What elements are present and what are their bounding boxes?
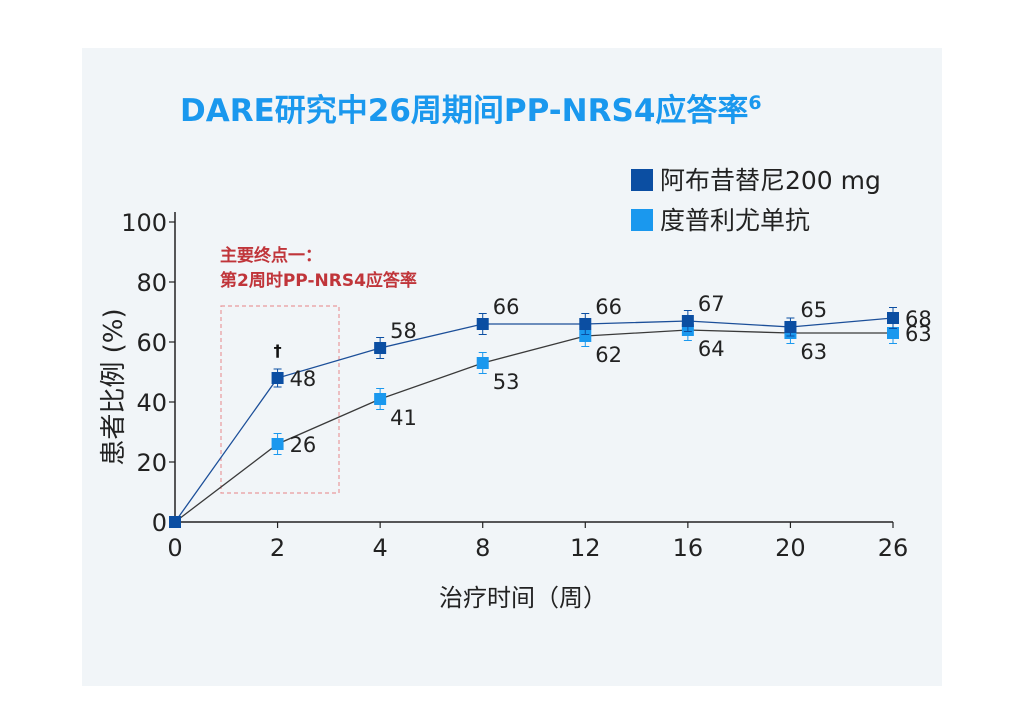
chart-panel: DARE研究中26周期间PP-NRS4应答率6 阿布昔替尼200 mg 度普利尤… <box>82 48 942 686</box>
data-point-abrocitinib <box>784 321 797 333</box>
dagger-marker: † <box>274 341 282 360</box>
y-tick-label: 20 <box>136 449 167 477</box>
data-label-abrocitinib: 68 <box>905 307 932 331</box>
series-line-abrocitinib <box>174 317 894 523</box>
data-point-dupilumab <box>374 393 387 405</box>
data-label-dupilumab: 41 <box>390 406 417 430</box>
series-abrocitinib: 48 58 66 66 67 65 68 <box>169 292 932 528</box>
primary-endpoint-box <box>220 305 340 494</box>
legend-label-dupilumab: 度普利尤单抗 <box>660 206 810 235</box>
data-point-dupilumab <box>476 357 489 369</box>
chart: DARE研究中26周期间PP-NRS4应答率6 阿布昔替尼200 mg 度普利尤… <box>99 92 932 612</box>
data-point-abrocitinib <box>169 516 181 528</box>
data-point-abrocitinib <box>579 318 592 330</box>
y-tick-label: 40 <box>136 389 167 417</box>
annotation-line-1: 主要终点一： <box>220 245 322 266</box>
x-tick-label: 26 <box>878 534 909 562</box>
data-point-abrocitinib <box>887 312 899 324</box>
chart-title: DARE研究中26周期间PP-NRS4应答率6 <box>180 92 762 129</box>
y-tick-label: 60 <box>136 329 167 357</box>
data-point-dupilumab <box>271 438 284 450</box>
y-tick-label: 100 <box>121 209 167 237</box>
x-tick-label: 4 <box>373 534 388 562</box>
x-axis-label: 治疗时间（周） <box>439 584 607 612</box>
y-tick-label: 80 <box>136 269 167 297</box>
x-ticks: 0 2 4 8 12 16 20 26 <box>167 522 908 562</box>
series-dupilumab: 26 41 53 62 64 63 63 <box>169 319 932 528</box>
data-point-dupilumab <box>887 327 899 339</box>
data-point-dupilumab <box>579 330 592 342</box>
data-label-dupilumab: 26 <box>290 433 317 457</box>
data-label-abrocitinib: 66 <box>493 295 520 319</box>
legend-swatch-abrocitinib <box>631 169 653 191</box>
data-point-abrocitinib <box>476 318 489 330</box>
data-point-abrocitinib <box>271 372 284 384</box>
x-tick-label: 8 <box>475 534 490 562</box>
x-tick-label: 20 <box>775 534 806 562</box>
series-layer: 26 41 53 62 64 63 63 48 58 66 66 67 65 68 <box>169 292 932 528</box>
data-label-dupilumab: 63 <box>800 340 827 364</box>
x-tick-label: 16 <box>673 534 704 562</box>
chart-title-superscript: 6 <box>748 92 761 114</box>
legend: 阿布昔替尼200 mg 度普利尤单抗 <box>631 166 881 235</box>
data-label-abrocitinib: 48 <box>290 367 317 391</box>
data-point-abrocitinib <box>681 315 694 327</box>
series-line-dupilumab <box>174 329 893 523</box>
x-tick-label: 2 <box>270 534 285 562</box>
data-label-dupilumab: 53 <box>493 370 520 394</box>
data-label-dupilumab: 63 <box>905 322 932 346</box>
y-axis-label: 患者比例 (%) <box>99 308 129 465</box>
y-ticks: 0 20 40 60 80 100 <box>121 209 175 537</box>
data-label-abrocitinib: 67 <box>698 292 725 316</box>
data-point-abrocitinib <box>374 342 387 354</box>
legend-label-abrocitinib: 阿布昔替尼200 mg <box>660 166 881 195</box>
data-label-dupilumab: 62 <box>595 343 622 367</box>
annotation-line-2: 第2周时PP-NRS4应答率 <box>220 270 417 291</box>
legend-swatch-dupilumab <box>631 209 653 231</box>
chart-title-main: DARE研究中26周期间PP-NRS4应答率 <box>180 93 748 129</box>
x-tick-label: 0 <box>167 534 182 562</box>
data-label-abrocitinib: 66 <box>595 295 622 319</box>
data-label-abrocitinib: 58 <box>390 319 417 343</box>
data-label-dupilumab: 64 <box>698 337 725 361</box>
x-tick-label: 12 <box>570 534 601 562</box>
data-label-abrocitinib: 65 <box>800 298 827 322</box>
y-tick-label: 0 <box>152 509 167 537</box>
